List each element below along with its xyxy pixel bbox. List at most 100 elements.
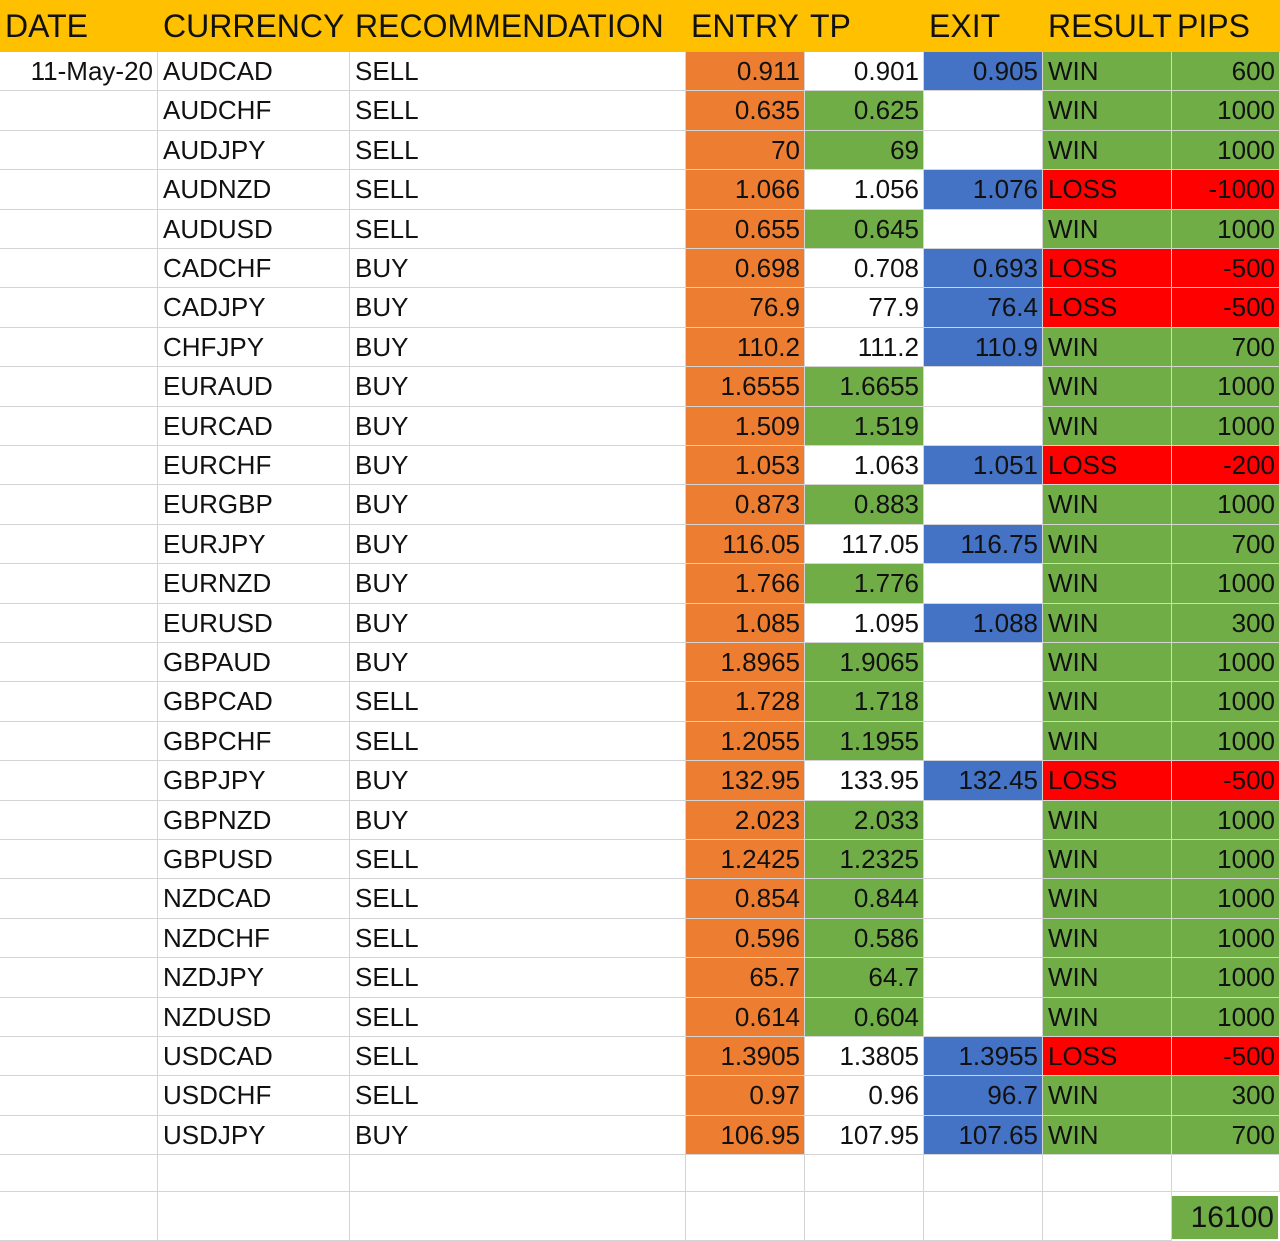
empty-cell[interactable] bbox=[0, 1192, 158, 1241]
entry-cell[interactable]: 1.053 bbox=[686, 446, 805, 486]
pips-cell[interactable]: -500 bbox=[1172, 249, 1280, 289]
exit-cell[interactable]: 132.45 bbox=[924, 761, 1043, 801]
recommendation-cell[interactable]: BUY bbox=[350, 446, 686, 486]
date-cell[interactable] bbox=[0, 209, 158, 249]
pips-cell[interactable]: 700 bbox=[1172, 1115, 1280, 1156]
date-cell[interactable] bbox=[0, 879, 158, 919]
date-cell[interactable] bbox=[0, 249, 158, 289]
exit-cell[interactable] bbox=[924, 682, 1043, 722]
currency-cell[interactable]: AUDNZD bbox=[158, 170, 350, 210]
tp-cell[interactable]: 0.883 bbox=[805, 485, 924, 525]
entry-cell[interactable]: 70 bbox=[686, 130, 805, 171]
date-cell[interactable] bbox=[0, 485, 158, 525]
tp-cell[interactable]: 0.708 bbox=[805, 249, 924, 289]
empty-cell[interactable] bbox=[924, 1192, 1043, 1241]
tp-cell[interactable]: 0.645 bbox=[805, 209, 924, 249]
date-cell[interactable] bbox=[0, 564, 158, 604]
result-cell[interactable]: WIN bbox=[1043, 800, 1172, 840]
pips-cell[interactable]: -500 bbox=[1172, 288, 1280, 328]
currency-cell[interactable]: EURUSD bbox=[158, 603, 350, 643]
entry-cell[interactable]: 1.8965 bbox=[686, 643, 805, 683]
pips-cell[interactable]: 1000 bbox=[1172, 209, 1280, 249]
header-recommendation[interactable]: RECOMMENDATION bbox=[350, 0, 686, 52]
recommendation-cell[interactable]: SELL bbox=[350, 682, 686, 722]
recommendation-cell[interactable]: SELL bbox=[350, 52, 686, 92]
header-result[interactable]: RESULT bbox=[1043, 0, 1172, 52]
tp-cell[interactable]: 0.604 bbox=[805, 997, 924, 1037]
entry-cell[interactable]: 1.509 bbox=[686, 406, 805, 446]
pips-cell[interactable]: 1000 bbox=[1172, 997, 1280, 1037]
empty-cell[interactable] bbox=[805, 1152, 924, 1192]
header-tp[interactable]: TP bbox=[805, 0, 924, 52]
entry-cell[interactable]: 1.3905 bbox=[686, 1037, 805, 1077]
exit-cell[interactable] bbox=[924, 367, 1043, 407]
date-cell[interactable] bbox=[0, 997, 158, 1037]
pips-cell[interactable]: -1000 bbox=[1172, 170, 1280, 210]
currency-cell[interactable]: USDCHF bbox=[158, 1076, 350, 1116]
currency-cell[interactable]: CHFJPY bbox=[158, 327, 350, 368]
tp-cell[interactable]: 1.3805 bbox=[805, 1037, 924, 1077]
tp-cell[interactable]: 0.844 bbox=[805, 879, 924, 919]
currency-cell[interactable]: AUDJPY bbox=[158, 130, 350, 171]
currency-cell[interactable]: GBPJPY bbox=[158, 761, 350, 801]
currency-cell[interactable]: NZDCHF bbox=[158, 918, 350, 959]
result-cell[interactable]: LOSS bbox=[1043, 446, 1172, 486]
date-cell[interactable] bbox=[0, 1037, 158, 1077]
empty-cell[interactable] bbox=[158, 1152, 350, 1192]
entry-cell[interactable]: 0.635 bbox=[686, 91, 805, 131]
currency-cell[interactable]: GBPNZD bbox=[158, 800, 350, 840]
empty-cell[interactable] bbox=[350, 1152, 686, 1192]
currency-cell[interactable]: USDJPY bbox=[158, 1115, 350, 1156]
pips-cell[interactable]: 300 bbox=[1172, 603, 1280, 643]
pips-cell[interactable]: 1000 bbox=[1172, 800, 1280, 840]
tp-cell[interactable]: 0.586 bbox=[805, 918, 924, 959]
entry-cell[interactable]: 65.7 bbox=[686, 958, 805, 998]
tp-cell[interactable]: 1.776 bbox=[805, 564, 924, 604]
pips-cell[interactable]: 700 bbox=[1172, 327, 1280, 368]
pips-cell[interactable]: 300 bbox=[1172, 1076, 1280, 1116]
tp-cell[interactable]: 0.625 bbox=[805, 91, 924, 131]
tp-cell[interactable]: 0.901 bbox=[805, 52, 924, 92]
currency-cell[interactable]: EURAUD bbox=[158, 367, 350, 407]
currency-cell[interactable]: EURCAD bbox=[158, 406, 350, 446]
recommendation-cell[interactable]: SELL bbox=[350, 918, 686, 959]
result-cell[interactable]: WIN bbox=[1043, 918, 1172, 959]
currency-cell[interactable]: GBPCAD bbox=[158, 682, 350, 722]
exit-cell[interactable]: 1.3955 bbox=[924, 1037, 1043, 1077]
result-cell[interactable]: WIN bbox=[1043, 564, 1172, 604]
tp-cell[interactable]: 77.9 bbox=[805, 288, 924, 328]
entry-cell[interactable]: 1.2055 bbox=[686, 721, 805, 762]
entry-cell[interactable]: 0.596 bbox=[686, 918, 805, 959]
tp-cell[interactable]: 1.6655 bbox=[805, 367, 924, 407]
recommendation-cell[interactable]: SELL bbox=[350, 209, 686, 249]
result-cell[interactable]: WIN bbox=[1043, 997, 1172, 1037]
date-cell[interactable] bbox=[0, 958, 158, 998]
pips-cell[interactable]: -500 bbox=[1172, 1037, 1280, 1077]
exit-cell[interactable] bbox=[924, 91, 1043, 131]
entry-cell[interactable]: 1.2425 bbox=[686, 840, 805, 880]
entry-cell[interactable]: 1.728 bbox=[686, 682, 805, 722]
entry-cell[interactable]: 76.9 bbox=[686, 288, 805, 328]
result-cell[interactable]: WIN bbox=[1043, 209, 1172, 249]
date-cell[interactable] bbox=[0, 918, 158, 959]
result-cell[interactable]: WIN bbox=[1043, 643, 1172, 683]
recommendation-cell[interactable]: BUY bbox=[350, 643, 686, 683]
date-cell[interactable] bbox=[0, 840, 158, 880]
recommendation-cell[interactable]: SELL bbox=[350, 721, 686, 762]
entry-cell[interactable]: 1.6555 bbox=[686, 367, 805, 407]
currency-cell[interactable]: EURJPY bbox=[158, 524, 350, 565]
currency-cell[interactable]: NZDUSD bbox=[158, 997, 350, 1037]
date-cell[interactable] bbox=[0, 682, 158, 722]
date-cell[interactable] bbox=[0, 761, 158, 801]
exit-cell[interactable] bbox=[924, 406, 1043, 446]
result-cell[interactable]: WIN bbox=[1043, 367, 1172, 407]
exit-cell[interactable]: 110.9 bbox=[924, 327, 1043, 368]
total-pips-cell[interactable]: 16100 bbox=[1172, 1196, 1278, 1239]
entry-cell[interactable]: 1.766 bbox=[686, 564, 805, 604]
date-cell[interactable] bbox=[0, 800, 158, 840]
result-cell[interactable]: WIN bbox=[1043, 958, 1172, 998]
pips-cell[interactable]: 1000 bbox=[1172, 918, 1280, 959]
recommendation-cell[interactable]: BUY bbox=[350, 1115, 686, 1156]
exit-cell[interactable] bbox=[924, 209, 1043, 249]
header-exit[interactable]: EXIT bbox=[924, 0, 1043, 52]
